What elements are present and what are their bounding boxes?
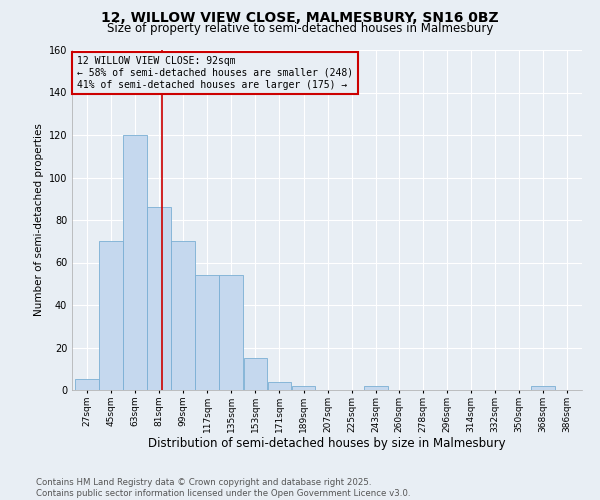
Text: Contains HM Land Registry data © Crown copyright and database right 2025.
Contai: Contains HM Land Registry data © Crown c… (36, 478, 410, 498)
Bar (171, 242, 195, 390)
Bar (75, 380, 98, 390)
Bar (99, 242, 122, 390)
Text: 12 WILLOW VIEW CLOSE: 92sqm
← 58% of semi-detached houses are smaller (248)
41% : 12 WILLOW VIEW CLOSE: 92sqm ← 58% of sem… (77, 56, 353, 90)
Bar (196, 275, 219, 390)
X-axis label: Distribution of semi-detached houses by size in Malmesbury: Distribution of semi-detached houses by … (148, 438, 506, 450)
Bar (123, 135, 147, 390)
Bar (220, 275, 243, 390)
Text: 12, WILLOW VIEW CLOSE, MALMESBURY, SN16 0BZ: 12, WILLOW VIEW CLOSE, MALMESBURY, SN16 … (101, 11, 499, 25)
Bar (147, 207, 171, 390)
Bar (364, 386, 388, 390)
Y-axis label: Number of semi-detached properties: Number of semi-detached properties (34, 124, 44, 316)
Text: Size of property relative to semi-detached houses in Malmesbury: Size of property relative to semi-detach… (107, 22, 493, 35)
Bar (292, 386, 316, 390)
Bar (532, 386, 555, 390)
Bar (244, 358, 267, 390)
Bar (268, 382, 292, 390)
